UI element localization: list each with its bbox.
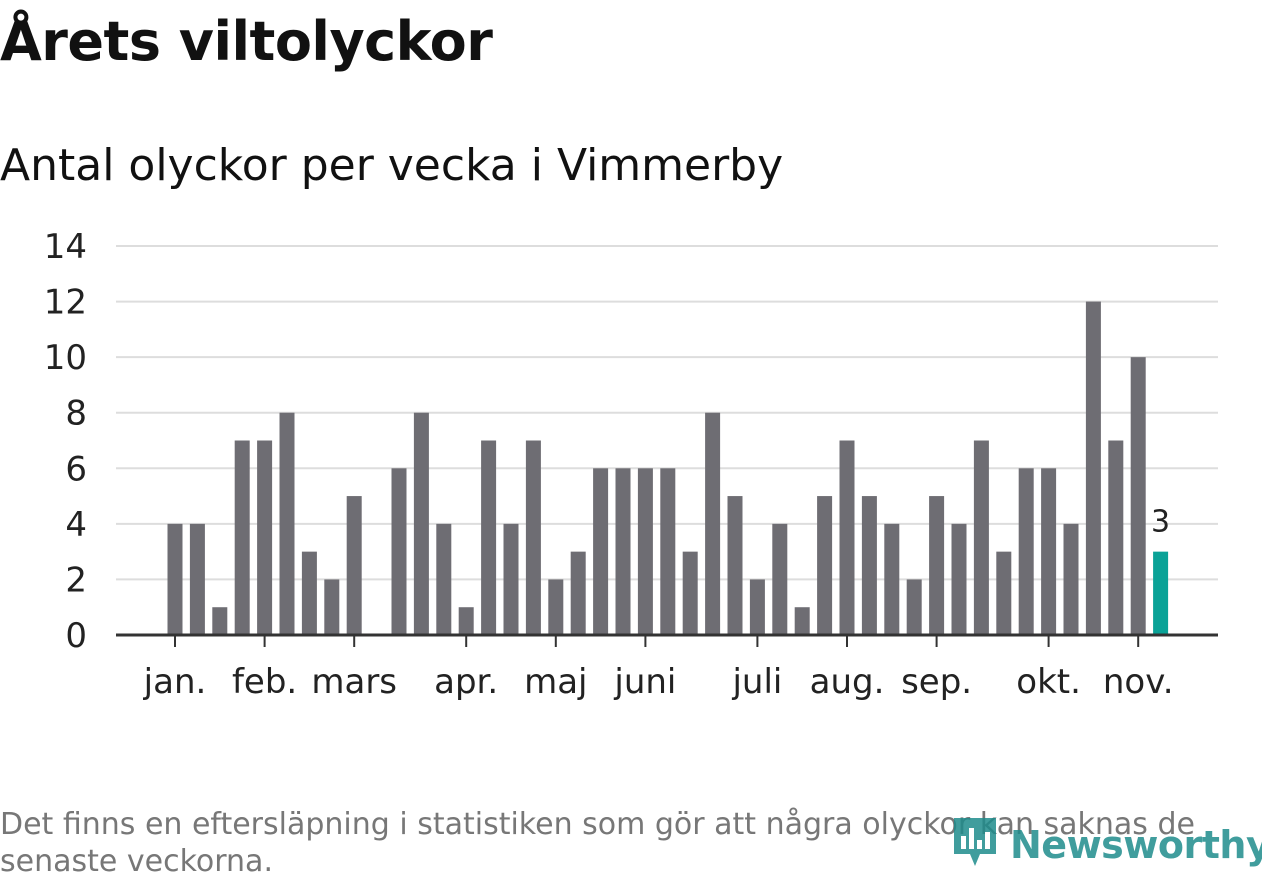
bar — [1108, 440, 1124, 635]
bar — [817, 496, 833, 635]
x-tick-label: nov. — [1103, 662, 1174, 702]
y-tick-label: 4 — [65, 505, 87, 545]
bar — [1018, 468, 1034, 635]
x-tick-label: mars — [311, 662, 397, 702]
data-labels: 3 — [1151, 505, 1170, 540]
bar — [391, 468, 407, 635]
x-tick-label: apr. — [434, 662, 498, 702]
chart-subtitle: Antal olyckor per vecka i Vimmerby — [0, 140, 784, 191]
y-tick-label: 14 — [44, 227, 87, 267]
y-tick-label: 8 — [65, 394, 87, 434]
bar — [749, 579, 765, 635]
x-tick-label: maj — [524, 662, 587, 702]
x-axis-ticks: jan. feb. mars apr. maj juni juli aug. sep. okt. n… — [143, 635, 1174, 702]
y-tick-label: 10 — [44, 338, 87, 378]
bar — [257, 440, 273, 635]
grid-lines — [116, 245, 1218, 581]
bar — [906, 579, 922, 635]
y-axis-ticks: 0 2 4 6 8 10 12 14 — [44, 227, 87, 656]
bar — [1153, 551, 1169, 635]
y-tick-label: 2 — [65, 560, 87, 600]
bar — [772, 523, 788, 635]
bar — [682, 551, 698, 635]
bar — [973, 440, 989, 635]
brand-name: Newsworthy — [1010, 823, 1262, 867]
bar — [189, 523, 205, 635]
chart-title: Årets viltolyckor — [0, 10, 493, 73]
bar — [503, 523, 519, 635]
x-tick-label: okt. — [1016, 662, 1081, 702]
bar — [1085, 301, 1101, 635]
bar — [301, 551, 317, 635]
x-tick-label: feb. — [232, 662, 297, 702]
bar — [481, 440, 497, 635]
bar — [727, 496, 743, 635]
data-label: 3 — [1151, 505, 1170, 540]
y-tick-label: 12 — [44, 283, 87, 323]
bar — [839, 440, 855, 635]
brand-logo: Newsworthy — [950, 812, 1262, 878]
x-tick-label: juli — [731, 662, 782, 702]
bar — [861, 496, 877, 635]
bar — [212, 607, 228, 635]
newsworthy-logo-icon — [950, 814, 1000, 876]
x-tick-label: aug. — [810, 662, 885, 702]
bar — [279, 412, 295, 635]
x-tick-label: juni — [613, 662, 676, 702]
bar — [324, 579, 340, 635]
bar — [234, 440, 250, 635]
bar — [413, 412, 429, 635]
bar — [705, 412, 721, 635]
y-tick-label: 6 — [65, 449, 87, 489]
bar — [548, 579, 564, 635]
bar — [996, 551, 1012, 635]
bar — [637, 468, 653, 635]
bars — [167, 301, 1169, 635]
x-tick-label: jan. — [143, 662, 207, 702]
bar — [458, 607, 474, 635]
x-tick-label: sep. — [901, 662, 972, 702]
bar — [660, 468, 676, 635]
bar — [167, 523, 183, 635]
bar — [794, 607, 810, 635]
bar — [436, 523, 452, 635]
bar — [1130, 357, 1146, 635]
bar — [951, 523, 967, 635]
y-tick-label: 0 — [65, 616, 87, 656]
bar — [525, 440, 541, 635]
bar — [929, 496, 945, 635]
bar-chart: 0 2 4 6 8 10 12 14 jan. feb. mars apr. maj juni juli a… — [44, 227, 1218, 702]
bar — [615, 468, 631, 635]
bar — [593, 468, 609, 635]
bar — [570, 551, 586, 635]
bar — [1063, 523, 1079, 635]
bar — [1041, 468, 1057, 635]
bar — [346, 496, 362, 635]
bar — [884, 523, 900, 635]
